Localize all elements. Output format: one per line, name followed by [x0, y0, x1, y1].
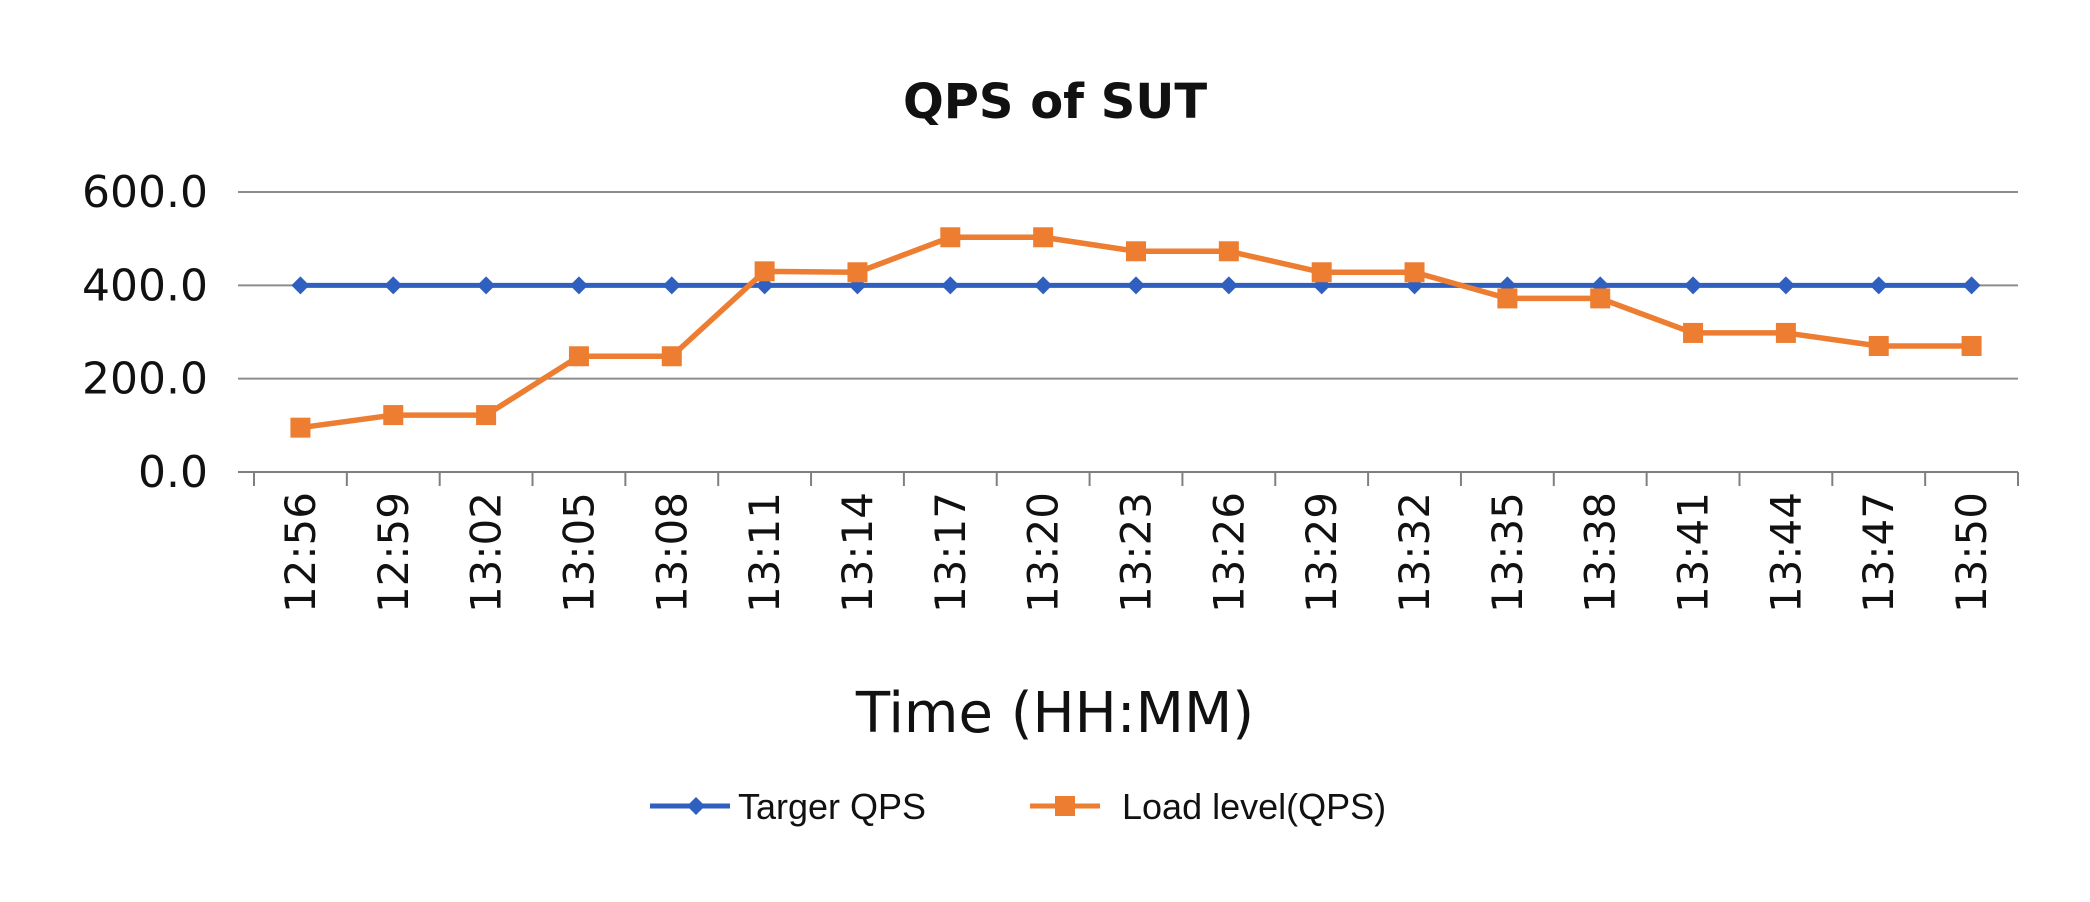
data-point — [569, 276, 588, 295]
data-point — [1776, 276, 1795, 295]
data-point — [1683, 322, 1704, 343]
x-tick-label: 13:23 — [1112, 492, 1161, 613]
data-point — [1126, 241, 1146, 262]
y-tick-label: 200.0 — [82, 354, 208, 405]
x-tick-label: 13:41 — [1669, 492, 1718, 613]
data-point — [1127, 276, 1145, 295]
chart-title: QPS of SUT — [903, 74, 1207, 130]
x-tick-label: 13:35 — [1483, 492, 1532, 613]
legend-marker — [1055, 796, 1075, 816]
x-tick-label: 13:02 — [462, 492, 511, 613]
data-point — [847, 262, 868, 283]
axes — [238, 471, 2019, 486]
x-tick-label: 13:20 — [1019, 492, 1068, 613]
data-point — [1869, 276, 1888, 295]
data-point — [941, 276, 960, 295]
data-point — [291, 276, 310, 295]
data-point — [754, 261, 775, 282]
data-point — [1034, 276, 1053, 295]
data-point — [1961, 336, 1982, 356]
legend-item: Targer QPS — [650, 786, 926, 827]
x-tick-label: 13:32 — [1390, 492, 1439, 613]
data-point — [568, 346, 589, 367]
series-line — [300, 234, 1972, 431]
data-point — [1497, 288, 1518, 309]
legend-item: Load level(QPS) — [1030, 786, 1386, 827]
data-point — [1311, 262, 1332, 283]
y-tick-label: 400.0 — [82, 260, 208, 311]
data-point — [1590, 288, 1611, 309]
y-tick-label: 0.0 — [138, 447, 208, 498]
legend-marker — [687, 797, 705, 815]
data-point — [290, 417, 311, 438]
data-point — [1684, 276, 1703, 295]
x-tick-label: 13:26 — [1204, 492, 1253, 613]
x-tick-label: 13:17 — [926, 492, 975, 613]
x-tick-label: 13:29 — [1297, 492, 1346, 613]
x-tick-label: 13:44 — [1761, 492, 1810, 613]
data-point — [940, 227, 961, 248]
data-point — [384, 276, 403, 295]
data-point — [662, 276, 681, 295]
y-tick-label: 600.0 — [82, 167, 208, 218]
data-point — [1404, 262, 1425, 283]
x-tick-label: 13:08 — [647, 492, 696, 613]
data-point — [477, 276, 496, 295]
x-tick-label: 12:59 — [369, 492, 418, 613]
x-tick-label: 12:56 — [276, 492, 325, 613]
x-tick-label: 13:38 — [1576, 492, 1625, 613]
data-point — [1962, 276, 1981, 295]
x-tick-label: 13:50 — [1947, 492, 1996, 613]
x-tick-label: 13:11 — [740, 492, 789, 613]
data-point — [1218, 241, 1239, 262]
data-point — [1033, 227, 1054, 248]
series-layer — [290, 227, 1982, 438]
data-point — [1219, 276, 1238, 295]
y-axis-ticks: 0.0 200.0 400.0 600.0 — [82, 167, 208, 498]
x-tick-label: 13:47 — [1854, 492, 1903, 613]
x-tick-label: 13:14 — [833, 492, 882, 613]
legend-label: Load level(QPS) — [1122, 786, 1386, 827]
x-axis-ticks: 12:56 12:59 13:02 13:05 13:08 13:11 13:14 13:17… — [276, 492, 1996, 613]
series-load-level — [290, 227, 1982, 438]
data-point — [1775, 322, 1796, 343]
data-point — [383, 405, 404, 426]
data-point — [661, 346, 682, 367]
data-point — [1868, 336, 1889, 356]
x-axis-label: Time (HH:MM) — [855, 681, 1254, 746]
legend-label: Targer QPS — [738, 786, 926, 827]
series-target-qps — [291, 276, 1981, 295]
x-tick-label: 13:05 — [554, 492, 603, 613]
legend: Targer QPS Load level(QPS) — [650, 786, 1386, 827]
data-point — [476, 405, 497, 426]
